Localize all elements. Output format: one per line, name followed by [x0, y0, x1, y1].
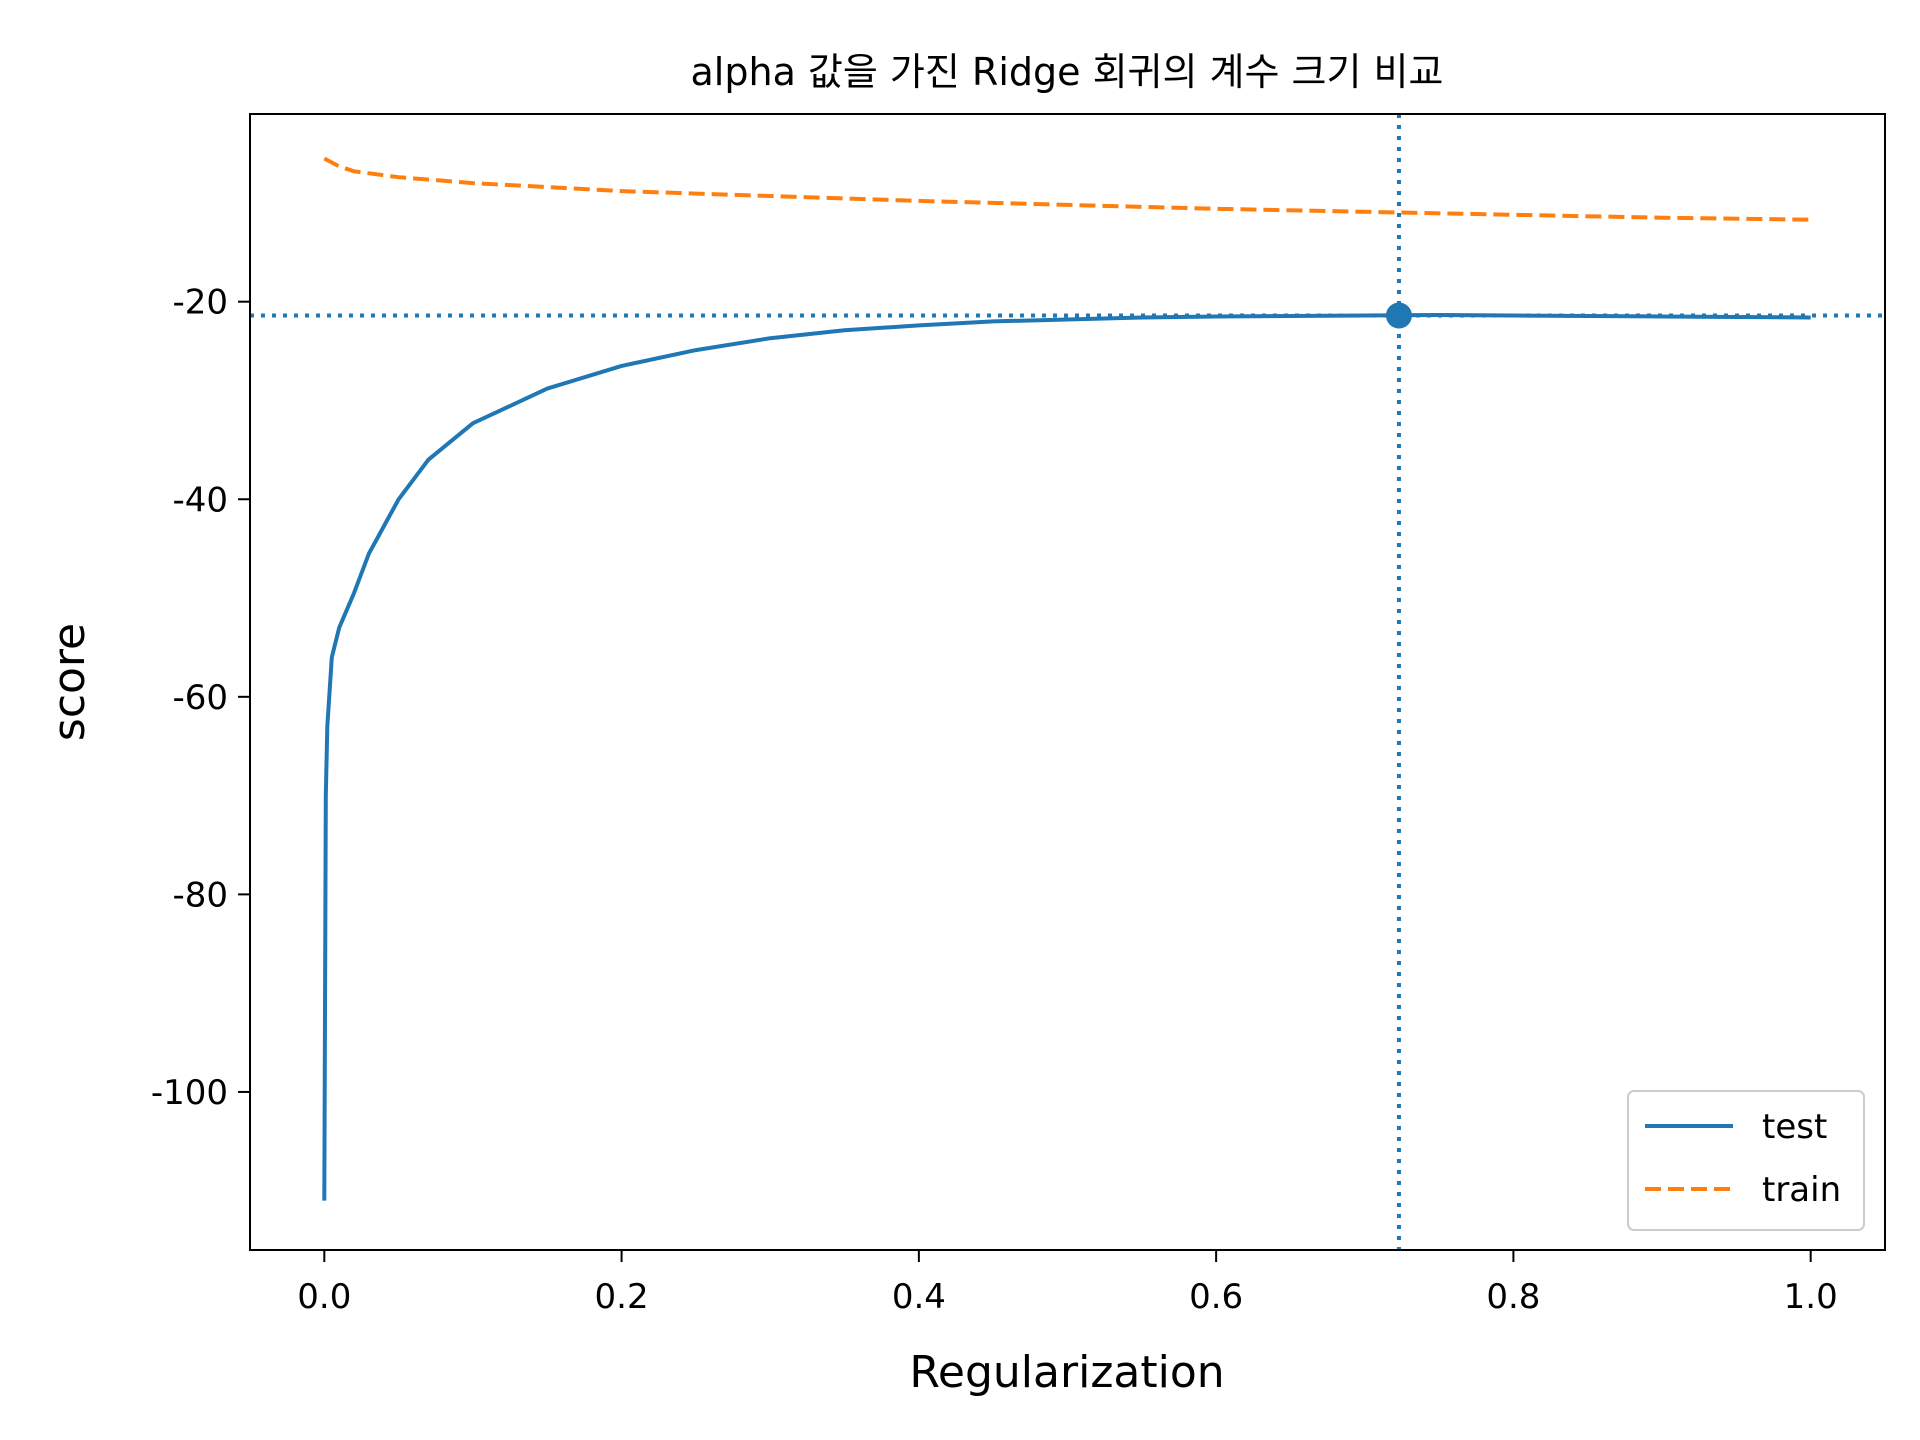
- x-axis-title: Regularization: [909, 1347, 1224, 1398]
- x-axis: 0.0 0.2 0.4 0.6 0.8 1.0: [297, 1250, 1838, 1317]
- plot-area: [250, 114, 1885, 1250]
- y-tick-label: -40: [172, 480, 228, 520]
- x-tick-label: 0.8: [1486, 1277, 1540, 1317]
- x-tick-label: 1.0: [1784, 1277, 1838, 1317]
- y-axis-title: score: [44, 623, 95, 741]
- chart-title: alpha 값을 가진 Ridge 회귀의 계수 크기 비교: [691, 50, 1444, 94]
- x-tick-label: 0.6: [1189, 1277, 1243, 1317]
- legend-label-test: test: [1762, 1107, 1827, 1147]
- y-tick-label: -100: [151, 1073, 228, 1113]
- best-point-marker: [1385, 302, 1412, 329]
- y-tick-label: -20: [172, 283, 228, 323]
- series-line-train: [323, 156, 1811, 222]
- series-line-test: [322, 313, 1811, 1201]
- x-tick-label: 0.0: [297, 1277, 351, 1317]
- y-tick-label: -60: [172, 678, 228, 718]
- x-tick-label: 0.2: [595, 1277, 649, 1317]
- legend-label-train: train: [1762, 1170, 1841, 1210]
- y-axis: -20 -40 -60 -80 -100: [151, 283, 250, 1113]
- x-tick-label: 0.4: [892, 1277, 946, 1317]
- plot-frame: [249, 113, 1886, 1251]
- y-tick-label: -80: [172, 875, 228, 915]
- legend: test train: [1627, 1090, 1865, 1231]
